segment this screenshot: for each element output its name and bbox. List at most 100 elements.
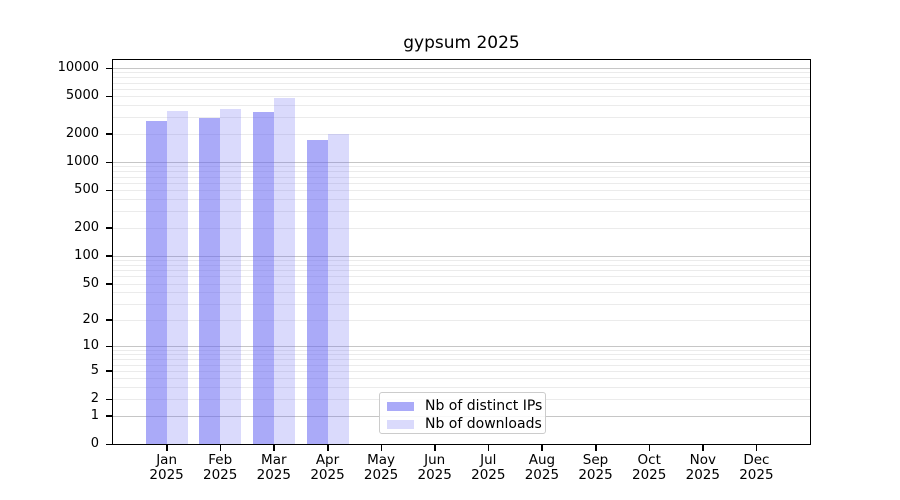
y-tick-mark bbox=[106, 189, 113, 192]
x-tick-month: Mar bbox=[261, 452, 287, 468]
gridline-minor bbox=[113, 319, 810, 321]
gridline-major bbox=[113, 162, 810, 163]
y-tick-label: 1 bbox=[90, 407, 99, 423]
y-tick-label: 2 bbox=[90, 391, 99, 407]
x-tick-mark bbox=[648, 445, 651, 451]
y-tick-mark bbox=[106, 227, 113, 229]
x-tick-month: Sep bbox=[582, 452, 609, 468]
y-tick-mark bbox=[106, 443, 113, 445]
y-tick-mark bbox=[106, 345, 113, 348]
gridline-minor bbox=[113, 105, 810, 107]
legend-item-distinct-ips: Nb of distinct IPs bbox=[387, 398, 543, 414]
y-tick-label: 50 bbox=[82, 275, 99, 291]
gridline-minor bbox=[113, 72, 810, 74]
x-tick-label: Jun 2025 bbox=[407, 453, 463, 483]
gridline-minor bbox=[113, 378, 810, 380]
x-tick-month: Dec bbox=[743, 452, 770, 468]
gridline-minor bbox=[113, 264, 810, 266]
legend-item-downloads: Nb of downloads bbox=[387, 416, 542, 432]
y-tick-label: 5000 bbox=[65, 88, 99, 104]
bar-downloads bbox=[327, 133, 349, 444]
x-tick-year: 2025 bbox=[632, 467, 667, 483]
gridline-minor bbox=[113, 166, 810, 168]
x-tick-mark bbox=[273, 445, 275, 451]
legend: Nb of distinct IPs Nb of downloads bbox=[379, 392, 546, 434]
x-tick-mark bbox=[380, 445, 383, 451]
y-tick-mark bbox=[106, 255, 113, 257]
gridline-minor bbox=[113, 292, 810, 294]
legend-swatch-downloads bbox=[387, 419, 414, 429]
plot-area bbox=[113, 60, 810, 444]
x-tick-label: Jan 2025 bbox=[139, 453, 195, 483]
gridline-minor bbox=[113, 190, 810, 192]
bar-downloads bbox=[273, 98, 295, 444]
y-tick-label: 5 bbox=[90, 362, 99, 378]
legend-swatch-distinct-ips bbox=[387, 401, 414, 411]
legend-label-distinct-ips: Nb of distinct IPs bbox=[425, 398, 543, 414]
x-tick-label: Apr 2025 bbox=[300, 453, 356, 483]
x-tick-mark bbox=[166, 445, 168, 451]
y-tick-mark bbox=[106, 67, 113, 69]
x-tick-mark bbox=[755, 445, 758, 451]
y-tick-mark bbox=[106, 161, 113, 163]
y-tick-label: 0 bbox=[90, 436, 99, 451]
x-tick-label: Mar 2025 bbox=[246, 453, 302, 483]
gridline-major bbox=[113, 68, 810, 69]
gridline-minor bbox=[113, 276, 810, 278]
x-tick-mark bbox=[702, 445, 704, 451]
x-tick-year: 2025 bbox=[417, 467, 452, 483]
x-tick-mark bbox=[219, 445, 222, 451]
x-tick-year: 2025 bbox=[685, 467, 720, 483]
x-tick-month: Oct bbox=[637, 452, 661, 468]
y-tick-label: 20 bbox=[82, 311, 99, 327]
x-tick-month: Jan bbox=[156, 452, 177, 468]
x-tick-month: Apr bbox=[315, 452, 340, 468]
y-tick-label: 1000 bbox=[65, 154, 99, 169]
x-tick-month: Feb bbox=[208, 452, 233, 468]
gridline-major bbox=[113, 255, 810, 257]
x-tick-label: Dec 2025 bbox=[728, 453, 784, 483]
gridline-minor bbox=[113, 117, 810, 119]
x-tick-year: 2025 bbox=[256, 467, 291, 483]
x-tick-month: Jun bbox=[424, 452, 446, 468]
gridline-minor bbox=[113, 303, 810, 305]
x-tick-mark bbox=[487, 445, 490, 451]
y-tick-label: 10 bbox=[82, 338, 99, 354]
bar-distinct-ips bbox=[199, 117, 221, 444]
gridline-minor bbox=[113, 370, 810, 372]
x-tick-label: Oct 2025 bbox=[621, 453, 677, 483]
x-tick-mark bbox=[541, 445, 543, 451]
x-tick-label: May 2025 bbox=[353, 453, 409, 483]
x-tick-year: 2025 bbox=[739, 467, 774, 483]
bar-distinct-ips bbox=[252, 112, 274, 444]
gridline-minor bbox=[113, 182, 810, 184]
x-tick-month: May bbox=[367, 452, 396, 468]
gridline-minor bbox=[113, 88, 810, 90]
y-tick-label: 500 bbox=[74, 182, 99, 198]
x-tick-label: Nov 2025 bbox=[675, 453, 731, 483]
x-tick-year: 2025 bbox=[363, 467, 399, 483]
x-tick-label: Feb 2025 bbox=[192, 453, 248, 483]
gridline-minor bbox=[113, 176, 810, 178]
y-tick-label: 200 bbox=[74, 219, 99, 235]
x-tick-label: Sep 2025 bbox=[568, 453, 624, 483]
gridline-minor bbox=[113, 387, 810, 389]
gridline-minor bbox=[113, 171, 810, 173]
gridline-major bbox=[113, 346, 810, 348]
bar-distinct-ips bbox=[145, 120, 167, 444]
y-tick-mark bbox=[106, 370, 113, 372]
y-tick-mark bbox=[106, 415, 113, 417]
gridline-minor bbox=[113, 82, 810, 84]
x-tick-year: 2025 bbox=[524, 467, 560, 483]
y-tick-label: 2000 bbox=[65, 125, 99, 141]
gridline-minor bbox=[113, 259, 810, 261]
x-tick-mark bbox=[434, 445, 436, 451]
bar-distinct-ips bbox=[306, 140, 328, 444]
y-tick-label: 10000 bbox=[57, 60, 99, 75]
x-tick-month: Nov bbox=[689, 452, 716, 468]
y-tick-mark bbox=[106, 133, 113, 135]
gridline-minor bbox=[113, 359, 810, 361]
x-tick-year: 2025 bbox=[149, 467, 184, 483]
y-tick-mark bbox=[106, 398, 113, 401]
